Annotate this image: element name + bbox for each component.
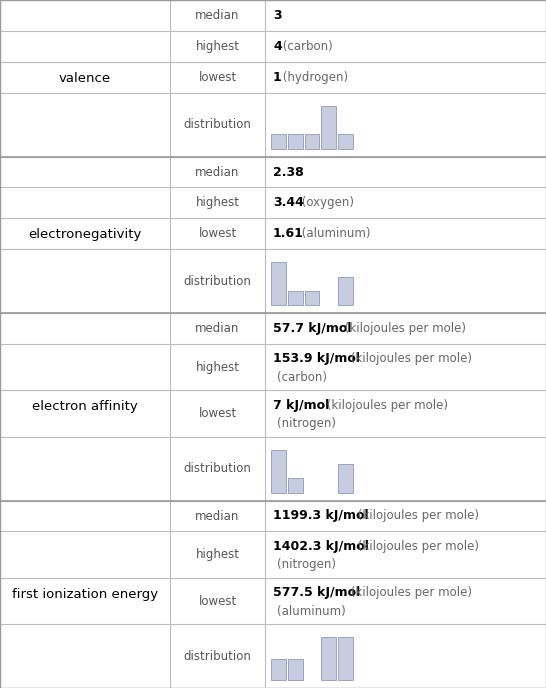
Text: (nitrogen): (nitrogen) [277,418,336,430]
Text: (hydrogen): (hydrogen) [279,71,348,84]
Text: (kilojoules per mole): (kilojoules per mole) [354,510,479,522]
Text: 7 kJ/mol: 7 kJ/mol [273,399,329,411]
Text: 57.7 kJ/mol: 57.7 kJ/mol [273,322,352,335]
Text: 577.5 kJ/mol: 577.5 kJ/mol [273,586,360,599]
Bar [271,262,286,305]
Text: distribution: distribution [183,118,252,131]
Bar [338,134,353,149]
Text: (kilojoules per mole): (kilojoules per mole) [354,540,479,552]
Text: (carbon): (carbon) [277,371,327,384]
Text: electronegativity: electronegativity [28,228,142,241]
Text: (kilojoules per mole): (kilojoules per mole) [347,586,472,599]
Text: (nitrogen): (nitrogen) [277,559,336,571]
Bar [305,134,319,149]
Text: distribution: distribution [183,462,252,475]
Text: (aluminum): (aluminum) [298,227,370,240]
Text: median: median [195,166,240,178]
Text: 1199.3 kJ/mol: 1199.3 kJ/mol [273,510,369,522]
Bar [338,464,353,493]
Text: 3.44: 3.44 [273,196,304,209]
Text: 4: 4 [273,40,282,53]
Bar [338,277,353,305]
Bar [271,449,286,493]
Text: 1402.3 kJ/mol: 1402.3 kJ/mol [273,540,369,552]
Text: highest: highest [195,40,240,53]
Text: median: median [195,9,240,22]
Bar [271,658,286,680]
Bar [338,637,353,680]
Text: highest: highest [195,548,240,561]
Text: lowest: lowest [198,407,236,420]
Text: lowest: lowest [198,71,236,84]
Text: lowest: lowest [198,594,236,608]
Text: (carbon): (carbon) [279,40,333,53]
Text: distribution: distribution [183,649,252,663]
Text: valence: valence [59,72,111,85]
Bar [322,637,336,680]
Text: 2.38: 2.38 [273,166,304,178]
Text: (oxygen): (oxygen) [298,196,354,209]
Text: electron affinity: electron affinity [32,400,138,413]
Text: 153.9 kJ/mol: 153.9 kJ/mol [273,352,360,365]
Bar [322,105,336,149]
Text: median: median [195,510,240,522]
Text: distribution: distribution [183,275,252,288]
Text: (kilojoules per mole): (kilojoules per mole) [341,322,466,335]
Text: highest: highest [195,196,240,209]
Text: (aluminum): (aluminum) [277,605,346,618]
Bar [305,291,319,305]
Bar [288,291,302,305]
Bar [288,658,302,680]
Bar [288,134,302,149]
Text: highest: highest [195,361,240,374]
Bar [271,134,286,149]
Text: 1.61: 1.61 [273,227,304,240]
Text: (kilojoules per mole): (kilojoules per mole) [323,399,448,411]
Text: first ionization energy: first ionization energy [12,588,158,601]
Text: (kilojoules per mole): (kilojoules per mole) [347,352,472,365]
Text: median: median [195,322,240,335]
Bar [288,478,302,493]
Text: lowest: lowest [198,227,236,240]
Text: 3: 3 [273,9,282,22]
Text: 1: 1 [273,71,282,84]
